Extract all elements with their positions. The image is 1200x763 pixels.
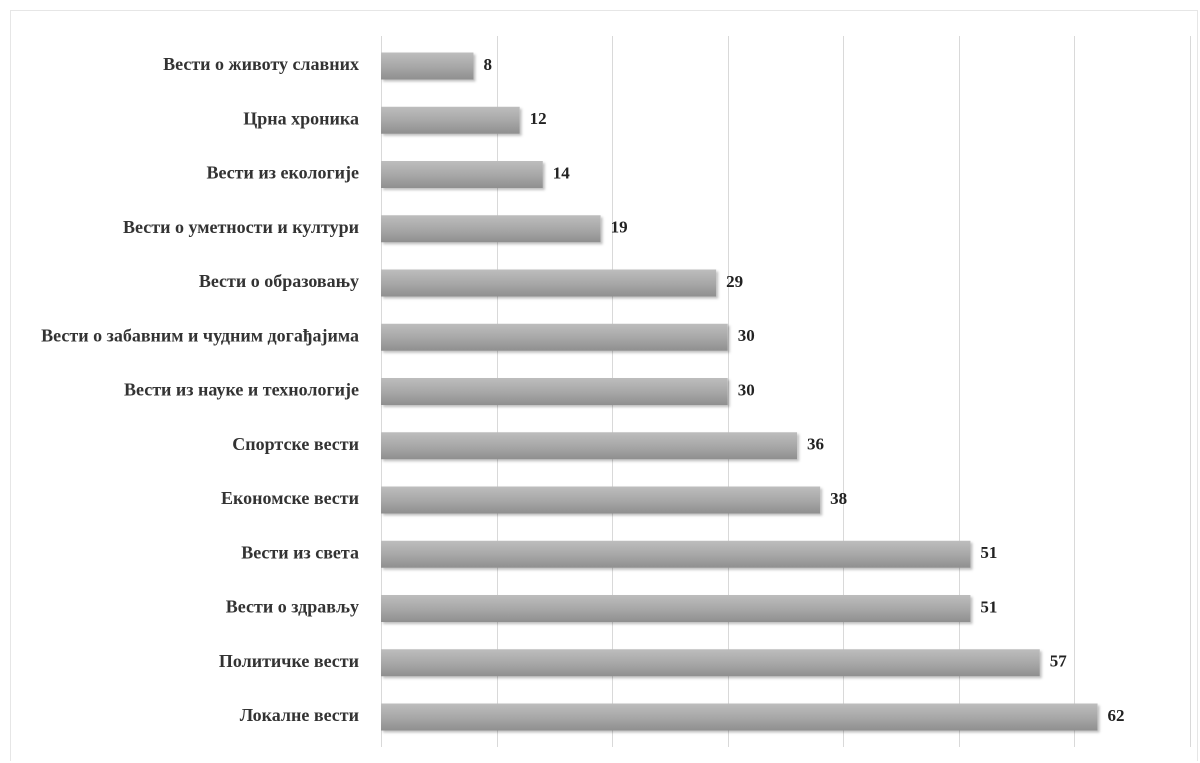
category-label: Вести из науке и технологије xyxy=(124,380,359,400)
bars xyxy=(381,52,1098,731)
data-label: 14 xyxy=(553,163,571,182)
data-label: 12 xyxy=(530,109,547,128)
bar xyxy=(381,52,474,80)
data-label: 57 xyxy=(1050,652,1068,671)
data-label: 36 xyxy=(807,435,824,454)
data-label: 30 xyxy=(738,326,755,345)
data-label: 51 xyxy=(980,597,997,616)
category-label: Вести из екологије xyxy=(206,163,359,183)
category-label: Црна хроника xyxy=(243,108,359,128)
bar xyxy=(381,323,728,351)
bar xyxy=(381,432,798,460)
category-label: Вести о образовању xyxy=(199,271,359,291)
data-label: 62 xyxy=(1108,706,1125,725)
data-label: 30 xyxy=(738,380,755,399)
chart-frame xyxy=(10,10,1198,761)
bar xyxy=(381,595,971,622)
data-label: 29 xyxy=(726,272,743,291)
data-labels: 8 12 14 19 29 30 30 36 38 51 51 57 62 xyxy=(483,55,1124,725)
category-label: Спортске вести xyxy=(232,434,359,454)
category-labels: Вести о животу славних Црна хроника Вести … xyxy=(41,54,359,725)
bar xyxy=(381,161,543,188)
bar xyxy=(381,540,971,568)
bar xyxy=(381,378,728,405)
category-label: Вести из света xyxy=(241,542,359,562)
category-label: Вести о уметности и култури xyxy=(123,217,359,237)
category-label: Економске вести xyxy=(221,488,359,508)
data-label: 8 xyxy=(483,55,492,74)
category-label: Вести о забавним и чудним догађајима xyxy=(41,325,359,345)
bar xyxy=(381,486,821,514)
bar xyxy=(381,215,601,243)
category-label: Локалне вести xyxy=(240,705,359,725)
category-label: Вести о животу славних xyxy=(163,54,359,74)
bar xyxy=(381,106,520,134)
bar xyxy=(381,649,1040,677)
category-label: Вести о здрављу xyxy=(226,597,359,617)
bar xyxy=(381,269,717,297)
data-label: 51 xyxy=(980,543,997,562)
data-label: 38 xyxy=(830,489,847,508)
category-label: Политичке вести xyxy=(219,651,359,671)
gridlines xyxy=(381,36,1191,747)
data-label: 19 xyxy=(611,218,628,237)
bar xyxy=(381,703,1098,731)
